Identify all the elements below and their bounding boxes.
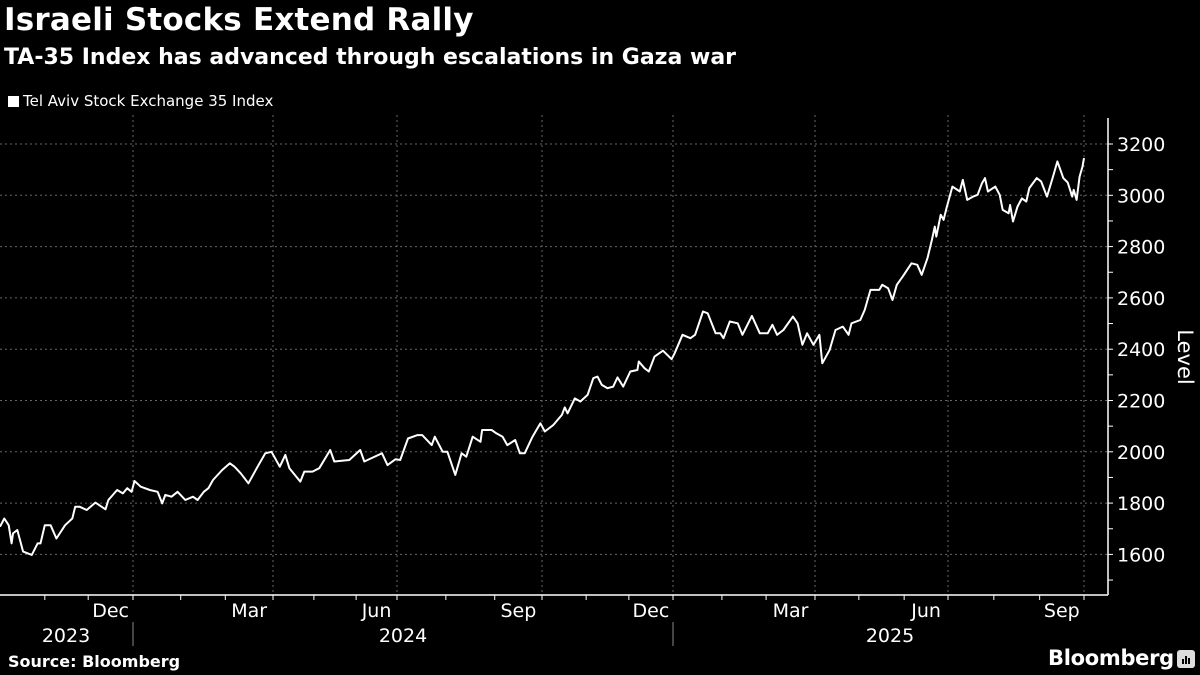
year-label: 2023 xyxy=(42,625,90,647)
y-tick-label: 2000 xyxy=(1117,442,1165,464)
source-note: Source: Bloomberg xyxy=(8,652,181,671)
year-label: 2024 xyxy=(379,625,427,647)
legend-swatch xyxy=(8,95,19,107)
chart-title: Israeli Stocks Extend Rally xyxy=(4,2,474,38)
bloomberg-chart-icon xyxy=(1177,650,1195,668)
y-tick-label: 3000 xyxy=(1117,185,1165,207)
y-tick-label: 1800 xyxy=(1117,493,1165,515)
x-tick-label: Mar xyxy=(773,600,809,622)
legend: Tel Aviv Stock Exchange 35 Index xyxy=(8,92,273,110)
y-tick-label: 2400 xyxy=(1117,339,1165,361)
series-line xyxy=(0,157,1085,556)
y-tick-label: 2200 xyxy=(1117,391,1165,413)
y-tick-label: 2800 xyxy=(1117,237,1165,259)
x-tick-label: Mar xyxy=(231,600,267,622)
y-tick-label: 2600 xyxy=(1117,288,1165,310)
x-tick-label: Dec xyxy=(633,600,670,622)
chart-subtitle: TA-35 Index has advanced through escalat… xyxy=(4,45,737,70)
x-tick-label: Dec xyxy=(92,600,129,622)
year-label: 2025 xyxy=(866,625,914,647)
x-tick-label: Sep xyxy=(500,600,536,622)
y-axis-label: Level xyxy=(1173,329,1197,384)
legend-label: Tel Aviv Stock Exchange 35 Index xyxy=(23,92,274,110)
y-tick-label: 1600 xyxy=(1117,544,1165,566)
x-tick-label: Jun xyxy=(910,600,941,622)
x-tick-label: Sep xyxy=(1044,600,1080,622)
bloomberg-logo: Bloomberg xyxy=(1048,646,1174,670)
x-tick-label: Jun xyxy=(361,600,392,622)
y-tick-label: 3200 xyxy=(1117,134,1165,156)
